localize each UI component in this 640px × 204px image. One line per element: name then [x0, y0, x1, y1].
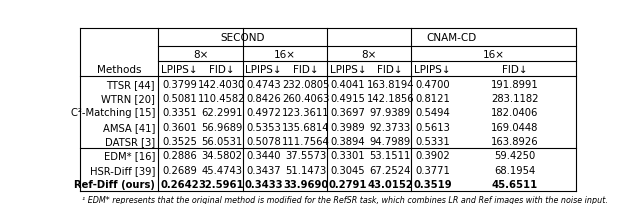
Text: 8×: 8× — [193, 50, 208, 60]
Text: 169.0448: 169.0448 — [491, 122, 538, 132]
Text: 16×: 16× — [274, 50, 296, 60]
Text: 0.3519: 0.3519 — [413, 179, 452, 189]
Text: FID↓: FID↓ — [378, 65, 403, 75]
Text: 163.8926: 163.8926 — [491, 136, 538, 146]
Text: 16×: 16× — [483, 50, 505, 60]
Text: 51.1473: 51.1473 — [285, 165, 326, 175]
Text: HSR-Diff [39]: HSR-Diff [39] — [90, 165, 155, 175]
Text: 94.7989: 94.7989 — [370, 136, 411, 146]
Text: 0.3433: 0.3433 — [244, 179, 283, 189]
Text: 0.5078: 0.5078 — [246, 136, 281, 146]
Text: 0.3525: 0.3525 — [162, 136, 197, 146]
Text: 32.5961: 32.5961 — [199, 179, 244, 189]
Text: 0.4915: 0.4915 — [331, 94, 365, 103]
Text: 110.4582: 110.4582 — [198, 94, 245, 103]
Text: 67.2524: 67.2524 — [369, 165, 411, 175]
Text: 97.9389: 97.9389 — [370, 108, 411, 118]
Text: 45.4743: 45.4743 — [201, 165, 242, 175]
Text: 163.8194: 163.8194 — [367, 79, 414, 89]
Text: 0.3989: 0.3989 — [331, 122, 365, 132]
Text: 0.3894: 0.3894 — [331, 136, 365, 146]
Text: 0.3045: 0.3045 — [331, 165, 365, 175]
Text: 56.9689: 56.9689 — [201, 122, 243, 132]
Text: 8×: 8× — [362, 50, 377, 60]
Text: 0.8121: 0.8121 — [415, 94, 450, 103]
Text: 0.2886: 0.2886 — [162, 151, 197, 161]
Text: 0.5081: 0.5081 — [162, 94, 197, 103]
Text: 135.6814: 135.6814 — [282, 122, 330, 132]
Text: 0.4743: 0.4743 — [246, 79, 281, 89]
Text: 62.2991: 62.2991 — [201, 108, 243, 118]
Text: 0.3437: 0.3437 — [246, 165, 281, 175]
Text: TTSR [44]: TTSR [44] — [106, 79, 155, 89]
Text: 68.1954: 68.1954 — [494, 165, 536, 175]
Text: 53.1511: 53.1511 — [369, 151, 411, 161]
Text: 0.4041: 0.4041 — [331, 79, 365, 89]
Text: 33.9690: 33.9690 — [284, 179, 328, 189]
Text: 0.4700: 0.4700 — [415, 79, 450, 89]
Text: 0.5613: 0.5613 — [415, 122, 450, 132]
Text: 232.0805: 232.0805 — [282, 79, 330, 89]
Text: C²-Matching [15]: C²-Matching [15] — [70, 108, 155, 118]
Text: 37.5573: 37.5573 — [285, 151, 326, 161]
Text: 142.1856: 142.1856 — [367, 94, 414, 103]
Text: 0.8426: 0.8426 — [246, 94, 281, 103]
Text: 0.3440: 0.3440 — [246, 151, 281, 161]
Text: SECOND: SECOND — [220, 33, 265, 43]
Text: Methods: Methods — [97, 65, 141, 75]
Text: 43.0152: 43.0152 — [367, 179, 413, 189]
Text: 0.5494: 0.5494 — [415, 108, 450, 118]
Text: LPIPS↓: LPIPS↓ — [414, 65, 451, 75]
Text: 56.0531: 56.0531 — [201, 136, 242, 146]
Text: WTRN [20]: WTRN [20] — [101, 94, 155, 103]
Text: 0.5331: 0.5331 — [415, 136, 450, 146]
Text: 45.6511: 45.6511 — [492, 179, 538, 189]
Text: FID↓: FID↓ — [209, 65, 234, 75]
Text: 0.3799: 0.3799 — [162, 79, 197, 89]
Text: 0.3771: 0.3771 — [415, 165, 450, 175]
Text: 0.3351: 0.3351 — [162, 108, 197, 118]
Text: 92.3733: 92.3733 — [370, 122, 411, 132]
Text: LPIPS↓: LPIPS↓ — [246, 65, 282, 75]
Text: FID↓: FID↓ — [502, 65, 527, 75]
Text: 0.5353: 0.5353 — [246, 122, 281, 132]
Text: LPIPS↓: LPIPS↓ — [330, 65, 367, 75]
Text: 0.4972: 0.4972 — [246, 108, 281, 118]
Text: 0.3601: 0.3601 — [162, 122, 197, 132]
Text: 0.3697: 0.3697 — [331, 108, 365, 118]
Text: 111.7564: 111.7564 — [282, 136, 330, 146]
Text: 0.2791: 0.2791 — [329, 179, 367, 189]
Text: FID↓: FID↓ — [293, 65, 319, 75]
Text: 0.2642: 0.2642 — [160, 179, 199, 189]
Text: 142.4030: 142.4030 — [198, 79, 245, 89]
Text: Ref-Diff (ours): Ref-Diff (ours) — [74, 179, 155, 189]
Text: 0.3902: 0.3902 — [415, 151, 450, 161]
Text: EDM* [16]: EDM* [16] — [104, 151, 155, 161]
Text: 191.8991: 191.8991 — [491, 79, 539, 89]
Text: 182.0406: 182.0406 — [491, 108, 538, 118]
Text: CNAM-CD: CNAM-CD — [426, 33, 477, 43]
Text: 59.4250: 59.4250 — [494, 151, 536, 161]
Text: 0.3301: 0.3301 — [331, 151, 365, 161]
Text: 34.5802: 34.5802 — [201, 151, 242, 161]
Text: 0.2689: 0.2689 — [162, 165, 197, 175]
Text: ¹ EDM* represents that the original method is modified for the RefSR task, which: ¹ EDM* represents that the original meth… — [83, 195, 609, 204]
Text: 260.4063: 260.4063 — [282, 94, 330, 103]
Text: 283.1182: 283.1182 — [491, 94, 538, 103]
Text: AMSA [41]: AMSA [41] — [102, 122, 155, 132]
Text: DATSR [3]: DATSR [3] — [105, 136, 155, 146]
Text: LPIPS↓: LPIPS↓ — [161, 65, 198, 75]
Text: 123.3611: 123.3611 — [282, 108, 330, 118]
